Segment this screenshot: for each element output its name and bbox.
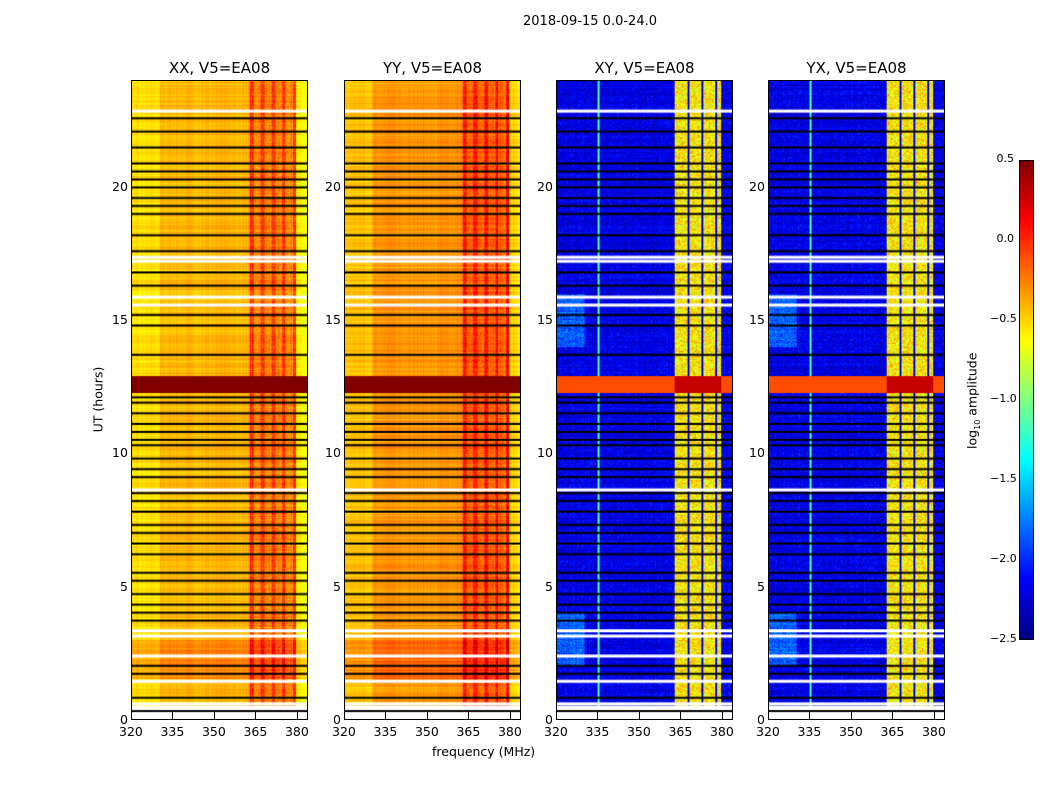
x-tick-label: 380 [497, 724, 522, 739]
x-tick-mark [509, 712, 511, 719]
x-tick-mark [426, 712, 428, 719]
y-tick-label: 10 [112, 445, 128, 461]
colorbar-tick-label: 0.5 [996, 152, 1015, 165]
x-tick-mark [131, 712, 132, 719]
y-tick-label: 5 [120, 578, 128, 594]
y-tick-label: 10 [325, 445, 341, 461]
x-tick-label: 320 [332, 724, 356, 739]
y-tick-label: 0 [333, 712, 341, 727]
colorbar-tick-label: 0.0 [996, 232, 1015, 245]
x-tick-mark [933, 712, 935, 719]
y-tick-label: 10 [749, 445, 765, 461]
y-tick-label: 0 [757, 712, 765, 727]
x-tick-mark [680, 712, 682, 719]
x-tick-label: 335 [373, 724, 398, 739]
y-tick-label: 20 [112, 178, 128, 194]
x-tick-label: 365 [456, 724, 481, 739]
x-tick-mark [768, 712, 769, 719]
x-tick-mark [638, 712, 640, 719]
y-tick-label: 20 [537, 178, 553, 194]
colorbar-label: log10 amplitude [964, 346, 982, 456]
x-tick-mark [213, 712, 215, 719]
panel-title: YX, V5=EA08 [806, 59, 907, 77]
x-tick-label: 365 [880, 724, 905, 739]
panel-yy: YY, V5=EA08 [344, 59, 521, 720]
x-tick-label: 380 [921, 724, 946, 739]
heatmap [345, 81, 520, 719]
x-tick-mark [597, 712, 599, 719]
x-tick-label: 365 [243, 724, 268, 739]
x-tick-label: 320 [756, 724, 780, 739]
x-tick-label: 365 [668, 724, 693, 739]
y-tick-label: 15 [325, 312, 341, 327]
colorbar-tick-label: −2.5 [990, 632, 1017, 645]
figure-title: 2018-09-15 0.0-24.0 [523, 14, 657, 29]
colorbar-tick-label: −1.0 [990, 392, 1017, 405]
x-tick-label: 320 [119, 724, 143, 739]
x-axis-label: frequency (MHz) [432, 744, 536, 759]
x-tick-label: 320 [544, 724, 568, 739]
panel-title: XX, V5=EA08 [168, 59, 271, 77]
x-tick-mark [721, 712, 723, 719]
colorbar-label-rest: amplitude [964, 352, 980, 420]
x-tick-mark [296, 712, 298, 719]
panel-title: XY, V5=EA08 [594, 59, 695, 77]
x-tick-mark [344, 712, 345, 719]
x-tick-mark [892, 712, 894, 719]
panel-yx: YX, V5=EA08 [768, 59, 945, 720]
colorbar-tick-label: −0.5 [990, 312, 1017, 325]
panel-xy: XY, V5=EA08 [556, 59, 733, 720]
y-axis-label: UT (hours) [90, 366, 106, 433]
x-tick-label: 335 [585, 724, 610, 739]
y-tick-label: 15 [537, 312, 553, 327]
y-tick-label: 0 [545, 712, 553, 727]
y-tick-label: 5 [757, 578, 765, 594]
heatmap [557, 81, 732, 719]
x-tick-label: 350 [414, 724, 439, 739]
x-tick-mark [850, 712, 852, 719]
heatmap [132, 81, 307, 719]
x-tick-mark [556, 712, 557, 719]
x-tick-mark [255, 712, 257, 719]
x-tick-label: 380 [709, 724, 734, 739]
x-tick-mark [809, 712, 811, 719]
y-tick-label: 5 [333, 578, 341, 594]
x-tick-label: 335 [160, 724, 185, 739]
x-tick-label: 335 [797, 724, 822, 739]
panel-xx: XX, V5=EA08 [131, 59, 308, 720]
colorbar-label-sub: 10 [972, 419, 982, 430]
colorbar-tick-label: −2.0 [990, 552, 1017, 565]
heatmap [769, 81, 944, 719]
y-tick-label: 0 [120, 712, 128, 727]
y-tick-label: 15 [749, 312, 765, 327]
panel-title: YY, V5=EA08 [382, 59, 483, 77]
x-tick-mark [385, 712, 387, 719]
colorbar-gradient [1020, 161, 1033, 639]
y-tick-label: 20 [325, 178, 341, 194]
x-tick-label: 350 [201, 724, 226, 739]
x-tick-label: 350 [838, 724, 863, 739]
x-tick-label: 380 [284, 724, 309, 739]
x-tick-mark [468, 712, 470, 719]
x-tick-label: 350 [626, 724, 651, 739]
colorbar [1019, 160, 1034, 640]
x-tick-mark [172, 712, 174, 719]
colorbar-tick-label: −1.5 [990, 472, 1017, 485]
y-tick-label: 10 [537, 445, 553, 461]
y-tick-label: 20 [749, 178, 765, 194]
y-tick-label: 5 [545, 578, 553, 594]
colorbar-label-main: log [964, 429, 980, 449]
y-tick-label: 15 [112, 312, 128, 327]
